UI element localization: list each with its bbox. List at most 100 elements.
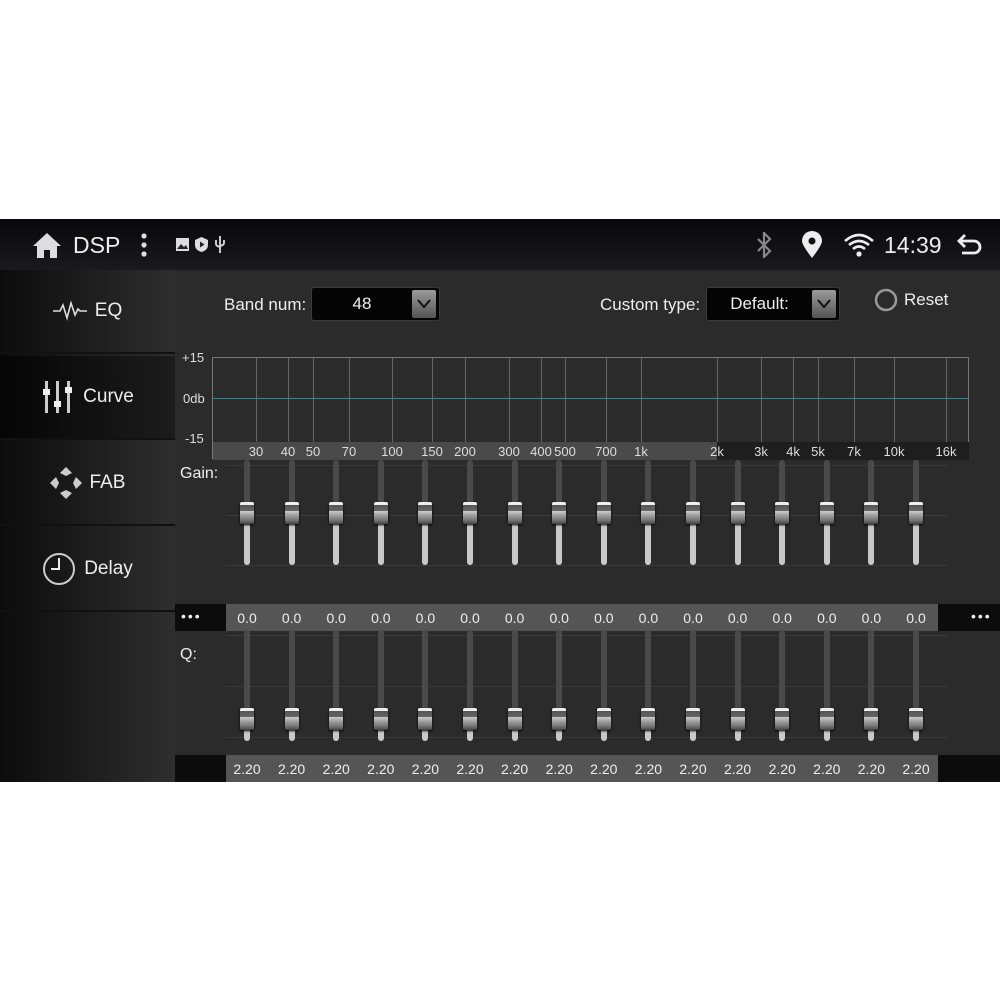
slider-guide-line bbox=[226, 737, 948, 738]
sidebar-item-curve[interactable]: Curve bbox=[0, 356, 175, 440]
q-slider[interactable] bbox=[244, 630, 250, 737]
slider-thumb[interactable] bbox=[864, 707, 879, 730]
gain-value: 0.0 bbox=[281, 610, 302, 626]
slider-thumb[interactable] bbox=[909, 501, 923, 524]
grid-line bbox=[818, 358, 819, 442]
slider-thumb[interactable] bbox=[329, 707, 344, 730]
slider-thumb[interactable] bbox=[641, 707, 656, 730]
slider-thumb[interactable] bbox=[775, 707, 790, 730]
slider-thumb[interactable] bbox=[775, 501, 790, 524]
q-slider[interactable] bbox=[511, 630, 518, 737]
freq-strip-dark bbox=[717, 442, 969, 460]
q-slider[interactable] bbox=[823, 630, 830, 737]
q-strip-left bbox=[175, 755, 226, 782]
slider-fill bbox=[333, 512, 340, 565]
slider-fill bbox=[913, 718, 919, 741]
custom-type-dropdown[interactable]: Default: bbox=[706, 287, 840, 321]
slider-fill bbox=[244, 718, 250, 741]
gain-value: 0.0 bbox=[772, 610, 792, 626]
gain-value: 0.0 bbox=[460, 610, 480, 626]
q-slider[interactable] bbox=[600, 630, 607, 737]
slider-thumb[interactable] bbox=[463, 707, 477, 730]
gain-value: 0.0 bbox=[727, 610, 748, 626]
fader-balance-icon bbox=[49, 467, 82, 499]
q-value: 2.20 bbox=[768, 761, 796, 777]
gain-scroll-right[interactable]: ••• bbox=[938, 604, 1000, 631]
back-icon[interactable] bbox=[956, 233, 984, 257]
grid-line bbox=[641, 358, 642, 442]
slider-thumb[interactable] bbox=[552, 501, 567, 524]
bluetooth-icon[interactable] bbox=[754, 232, 774, 258]
q-value: 2.20 bbox=[545, 761, 573, 777]
sidebar-item-label: FAB bbox=[89, 472, 126, 493]
slider-thumb[interactable] bbox=[284, 501, 299, 524]
slider-thumb[interactable] bbox=[909, 707, 923, 730]
q-value: 2.20 bbox=[411, 761, 440, 777]
slider-thumb[interactable] bbox=[240, 707, 254, 730]
slider-fill bbox=[823, 718, 830, 741]
q-slider[interactable] bbox=[422, 630, 429, 737]
q-slider[interactable] bbox=[556, 630, 563, 737]
slider-thumb[interactable] bbox=[463, 501, 477, 524]
q-slider[interactable] bbox=[288, 630, 295, 737]
gain-scroll-left[interactable]: ••• bbox=[175, 604, 226, 631]
grid-line bbox=[894, 358, 895, 442]
slider-thumb[interactable] bbox=[240, 501, 254, 524]
clock-time: 14:39 bbox=[884, 232, 942, 258]
slider-thumb[interactable] bbox=[418, 501, 433, 524]
more-vert-icon[interactable] bbox=[139, 232, 149, 258]
waveform-icon bbox=[52, 301, 87, 321]
slider-thumb[interactable] bbox=[686, 707, 700, 730]
slider-thumb[interactable] bbox=[418, 707, 433, 730]
slider-fill bbox=[690, 718, 696, 741]
slider-thumb[interactable] bbox=[284, 707, 299, 730]
slider-fill bbox=[422, 718, 429, 741]
slider-thumb[interactable] bbox=[596, 707, 611, 730]
reset-radio[interactable]: Reset bbox=[874, 288, 948, 312]
q-slider[interactable] bbox=[868, 630, 875, 737]
gain-value: 0.0 bbox=[817, 610, 837, 626]
freq-label: 16k bbox=[935, 444, 957, 459]
q-slider[interactable] bbox=[779, 630, 786, 737]
q-slider[interactable] bbox=[377, 630, 384, 737]
slider-thumb[interactable] bbox=[686, 501, 700, 524]
slider-thumb[interactable] bbox=[864, 501, 879, 524]
slider-thumb[interactable] bbox=[373, 501, 388, 524]
sidebar-item-delay[interactable]: Delay bbox=[0, 528, 175, 612]
gain-label: Gain: bbox=[180, 465, 219, 482]
slider-fill bbox=[868, 718, 875, 741]
slider-thumb[interactable] bbox=[730, 501, 745, 524]
q-slider[interactable] bbox=[913, 630, 919, 737]
slider-thumb[interactable] bbox=[596, 501, 611, 524]
sidebar-item-fab[interactable]: FAB bbox=[0, 442, 175, 526]
wifi-icon bbox=[844, 233, 874, 257]
slider-thumb[interactable] bbox=[373, 707, 388, 730]
freq-label: 300 bbox=[498, 444, 520, 459]
y-min-label: -15 bbox=[185, 431, 204, 446]
slider-thumb[interactable] bbox=[641, 501, 656, 524]
slider-thumb[interactable] bbox=[730, 707, 745, 730]
slider-thumb[interactable] bbox=[507, 501, 522, 524]
slider-guide-line bbox=[226, 465, 948, 466]
q-slider[interactable] bbox=[645, 630, 652, 737]
q-slider[interactable] bbox=[734, 630, 741, 737]
more-dots: ••• bbox=[181, 608, 202, 624]
q-slider[interactable] bbox=[690, 630, 696, 737]
sidebar-item-eq[interactable]: EQ bbox=[0, 270, 175, 354]
slider-fill bbox=[377, 718, 384, 741]
q-slider[interactable] bbox=[333, 630, 340, 737]
q-value: 2.20 bbox=[456, 761, 484, 777]
slider-thumb[interactable] bbox=[552, 707, 567, 730]
q-value: 2.20 bbox=[322, 761, 350, 777]
slider-thumb[interactable] bbox=[507, 707, 522, 730]
slider-fill bbox=[734, 512, 741, 565]
freq-label: 70 bbox=[341, 444, 357, 459]
band-num-dropdown[interactable]: 48 bbox=[311, 287, 440, 321]
chevron-down-icon bbox=[812, 290, 836, 318]
slider-thumb[interactable] bbox=[819, 707, 834, 730]
q-slider[interactable] bbox=[467, 630, 473, 737]
q-value: 2.20 bbox=[277, 761, 306, 777]
slider-thumb[interactable] bbox=[329, 501, 344, 524]
slider-thumb[interactable] bbox=[819, 501, 834, 524]
home-icon[interactable] bbox=[31, 231, 63, 259]
